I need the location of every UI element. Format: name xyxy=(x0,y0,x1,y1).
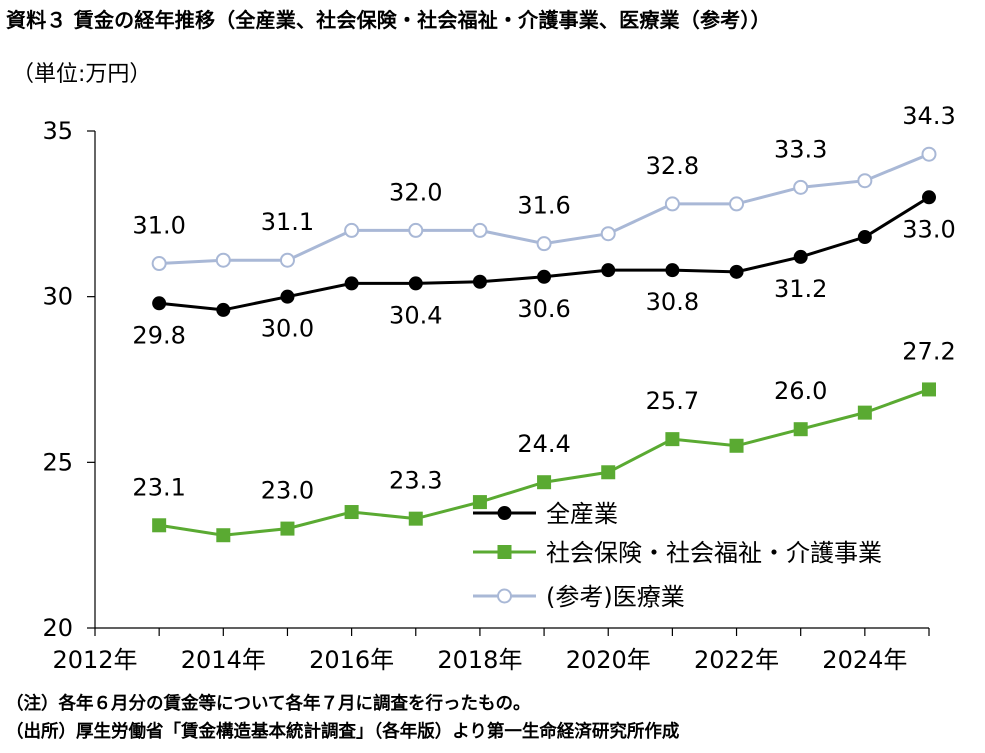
data-point xyxy=(729,438,744,453)
data-point xyxy=(729,196,745,212)
data-label: 29.8 xyxy=(132,321,185,349)
data-point xyxy=(921,146,937,162)
series-2 xyxy=(152,382,936,543)
data-label: 31.6 xyxy=(517,192,570,220)
data-point xyxy=(600,226,616,242)
data-label: 32.0 xyxy=(389,178,442,206)
data-point xyxy=(151,256,167,272)
x-tick-label: 2018年 xyxy=(437,646,522,674)
data-point xyxy=(537,475,552,490)
legend-marker xyxy=(497,545,512,559)
data-point xyxy=(215,252,231,268)
data-label: 31.1 xyxy=(261,208,314,236)
data-label: 26.0 xyxy=(774,377,827,405)
data-label: 30.6 xyxy=(517,295,570,323)
series-3 xyxy=(151,146,937,272)
unit-label: （単位:万円） xyxy=(12,62,152,87)
x-tick-label: 2016年 xyxy=(309,646,394,674)
data-label: 24.4 xyxy=(517,430,570,458)
data-point xyxy=(857,230,872,245)
legend-item-3: (参考)医療業 xyxy=(473,583,685,611)
data-point xyxy=(729,264,744,279)
data-point xyxy=(536,236,552,252)
legend-label: 全産業 xyxy=(546,500,618,528)
data-point xyxy=(601,465,616,480)
data-label: 25.7 xyxy=(646,387,699,415)
data-label: 30.4 xyxy=(389,301,442,329)
data-point xyxy=(922,382,936,397)
series-layer xyxy=(151,146,937,543)
data-label: 32.8 xyxy=(646,152,699,180)
data-label: 27.2 xyxy=(902,337,955,365)
data-point xyxy=(665,432,680,447)
data-label: 30.8 xyxy=(646,288,699,316)
data-point xyxy=(152,296,167,311)
y-tick-label: 25 xyxy=(42,448,73,476)
data-label: 33.3 xyxy=(774,135,827,163)
legend-item-1: 全産業 xyxy=(473,500,618,528)
data-point xyxy=(857,173,873,189)
data-point xyxy=(793,422,808,437)
y-tick-label: 30 xyxy=(42,283,73,311)
data-labels: 29.8 30.0 30.4 30.6 30.8 31.2 33.0 23.1 23.0 23.3… xyxy=(132,102,955,504)
data-label: 23.1 xyxy=(132,473,185,501)
data-label: 34.3 xyxy=(902,102,955,130)
data-label: 23.0 xyxy=(261,477,314,505)
data-point xyxy=(280,289,295,304)
data-point xyxy=(664,196,680,212)
data-point xyxy=(857,405,872,420)
legend-label: (参考)医療業 xyxy=(546,583,685,611)
data-point xyxy=(279,252,295,268)
legend-item-2: 社会保険・社会福祉・介護事業 xyxy=(473,539,882,567)
y-tick-label: 20 xyxy=(42,614,73,642)
x-tick-label: 2022年 xyxy=(694,646,779,674)
data-label: 33.0 xyxy=(902,215,955,243)
data-point xyxy=(408,276,423,291)
data-point xyxy=(793,249,808,264)
line-chart: 20 25 30 35 2012年 2014年 2016年 2018年 2020年 2022年 20… xyxy=(42,102,955,674)
data-point xyxy=(601,263,616,278)
chart-title: 資料３ 賃金の経年推移（全産業、社会保険・社会福祉・介護事業、医療業（参考）） xyxy=(6,8,771,32)
series-1 xyxy=(152,190,936,317)
data-point xyxy=(280,521,295,536)
data-point xyxy=(216,528,231,543)
data-point xyxy=(793,179,809,195)
data-point xyxy=(408,222,424,238)
x-tick-label: 2014年 xyxy=(181,646,266,674)
data-point xyxy=(537,269,552,284)
note-survey: （注）各年６月分の賃金等について各年７月に調査を行ったもの。 xyxy=(6,694,531,714)
data-label: 23.3 xyxy=(389,467,442,495)
data-label: 30.0 xyxy=(261,315,314,343)
data-point xyxy=(408,511,423,526)
data-label: 31.0 xyxy=(132,212,185,240)
data-point xyxy=(472,274,487,289)
axes: 20 25 30 35 2012年 2014年 2016年 2018年 2020年 2022年 20… xyxy=(42,117,930,674)
data-point xyxy=(922,190,936,205)
series-line xyxy=(158,388,930,537)
data-point xyxy=(665,263,680,278)
data-label: 31.2 xyxy=(774,275,827,303)
data-point xyxy=(472,495,487,510)
data-point xyxy=(216,302,231,317)
x-tick-label: 2012年 xyxy=(52,646,137,674)
legend-marker xyxy=(497,588,512,604)
data-point xyxy=(152,518,167,533)
data-point xyxy=(344,505,359,520)
data-point xyxy=(344,276,359,291)
x-tick-label: 2024年 xyxy=(822,646,907,674)
legend-label: 社会保険・社会福祉・介護事業 xyxy=(546,539,882,567)
data-point xyxy=(472,222,488,238)
legend-marker xyxy=(497,506,512,520)
data-point xyxy=(344,222,360,238)
x-tick-label: 2020年 xyxy=(566,646,651,674)
y-tick-label: 35 xyxy=(42,117,73,145)
note-source: （出所）厚生労働省「賃金構造基本統計調査」（各年版）より第一生命経済研究所作成 xyxy=(6,722,680,742)
